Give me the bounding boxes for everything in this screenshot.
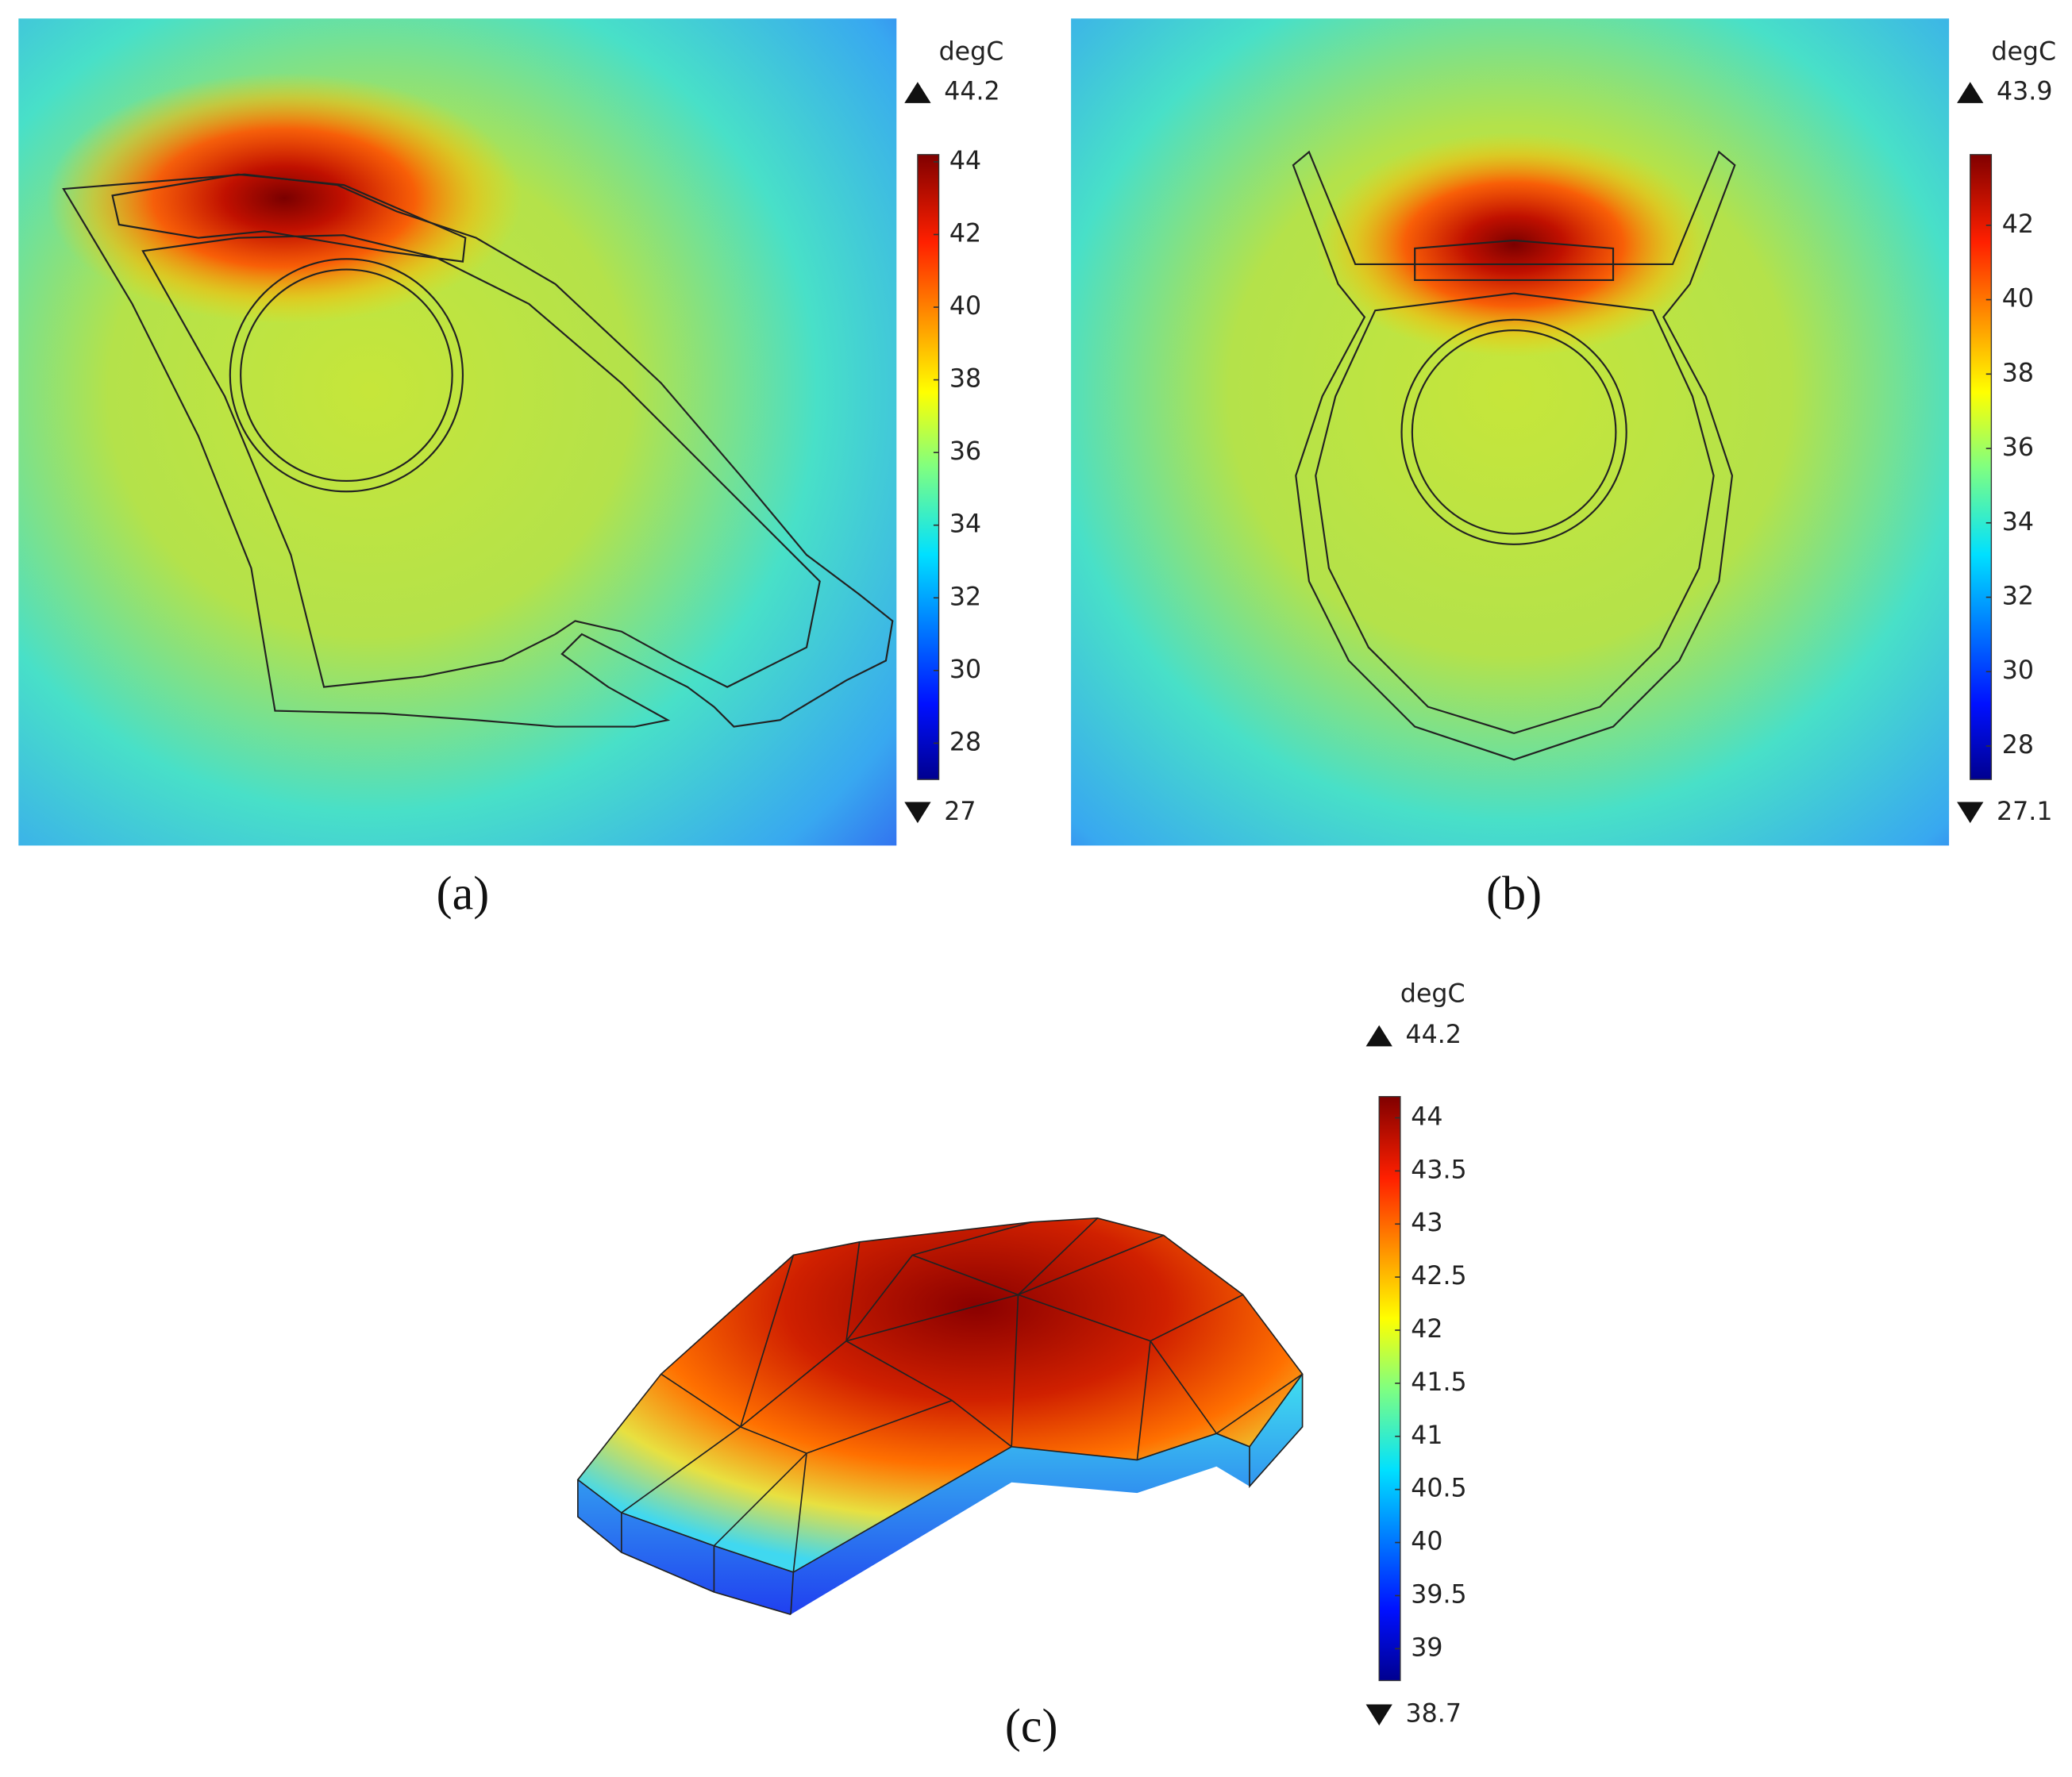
min-marker (1365, 1704, 1392, 1726)
tick-label: 28 (2002, 731, 2034, 760)
tick-label: 40 (1411, 1528, 1442, 1556)
tick-label: 32 (949, 583, 981, 611)
tick-label: 44 (1411, 1102, 1442, 1131)
caption: (a) (437, 867, 490, 920)
max-label: 43.9 (1997, 78, 2052, 106)
tick-label: 39 (1411, 1633, 1442, 1662)
tick-label: 43 (1411, 1209, 1442, 1237)
tick-label: 30 (2002, 656, 2034, 685)
min-marker (1957, 802, 1984, 824)
tick-label: 38 (2002, 359, 2034, 387)
tick-label: 42 (949, 219, 981, 248)
caption: (b) (1486, 867, 1542, 920)
tick-label: 41 (1411, 1421, 1442, 1450)
heatmap-c (576, 1217, 1304, 1616)
max-marker (1957, 82, 1984, 103)
tick-label: 36 (2002, 433, 2034, 462)
min-label: 27.1 (1997, 798, 2052, 826)
min-label: 27 (944, 798, 976, 826)
tick-label: 38 (949, 365, 981, 394)
unit-label: degC (1400, 980, 1465, 1009)
max-marker (904, 82, 931, 103)
tick-label: 32 (2002, 583, 2034, 611)
colorbar (1378, 1096, 1401, 1682)
heatmap-b (1071, 18, 1950, 846)
heatmap-a (18, 18, 897, 846)
tick-label: 36 (949, 437, 981, 466)
caption: (c) (1005, 1699, 1058, 1752)
tick-label: 28 (949, 728, 981, 756)
tick-label: 30 (949, 656, 981, 684)
tick-label: 44 (949, 147, 981, 175)
tick-label: 42 (2002, 210, 2034, 239)
unit-label: degC (1991, 38, 2056, 67)
tick-label: 39.5 (1411, 1580, 1466, 1609)
tick-label: 40.5 (1411, 1475, 1466, 1503)
tick-label: 42.5 (1411, 1262, 1466, 1290)
colorbar (1970, 154, 1993, 780)
tick-label: 42 (1411, 1315, 1442, 1344)
tick-label: 34 (2002, 508, 2034, 537)
min-marker (904, 802, 931, 824)
max-marker (1365, 1025, 1392, 1047)
min-label: 38.7 (1406, 1700, 1462, 1729)
tick-label: 40 (2002, 285, 2034, 313)
colorbar (917, 154, 940, 780)
tick-label: 41.5 (1411, 1368, 1466, 1397)
tick-label: 40 (949, 292, 981, 321)
tick-label: 43.5 (1411, 1156, 1466, 1184)
tick-label: 34 (949, 510, 981, 539)
unit-label: degC (939, 38, 1004, 67)
max-label: 44.2 (1406, 1021, 1462, 1049)
max-label: 44.2 (944, 78, 999, 106)
